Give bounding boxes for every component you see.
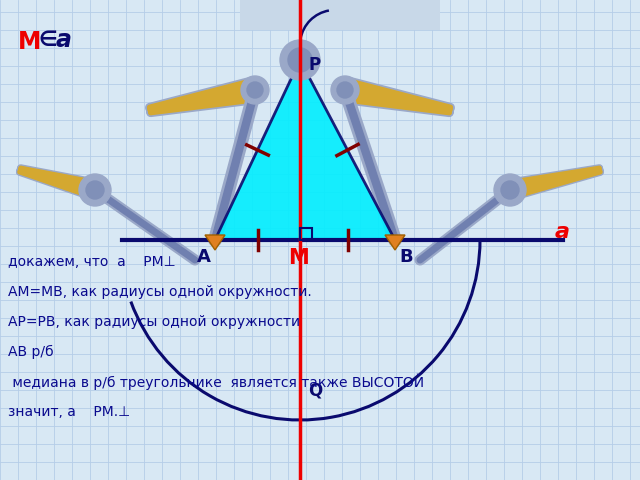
Circle shape bbox=[247, 82, 263, 98]
Circle shape bbox=[241, 76, 269, 104]
Circle shape bbox=[337, 82, 353, 98]
Text: M: M bbox=[287, 248, 308, 268]
Text: AB р/б: AB р/б bbox=[8, 345, 54, 359]
Circle shape bbox=[501, 181, 519, 199]
Text: a: a bbox=[555, 222, 570, 242]
Text: AM=MB, как радиусы одной окружности.: AM=MB, как радиусы одной окружности. bbox=[8, 285, 312, 299]
Text: ∈: ∈ bbox=[38, 30, 57, 50]
Text: М: М bbox=[18, 30, 42, 54]
Bar bbox=[240, 0, 440, 30]
Circle shape bbox=[280, 40, 320, 80]
Circle shape bbox=[331, 76, 359, 104]
Text: B: B bbox=[399, 248, 413, 266]
Text: A: A bbox=[197, 248, 211, 266]
Bar bbox=[300, 228, 312, 240]
Text: Q: Q bbox=[308, 381, 323, 399]
Circle shape bbox=[494, 174, 526, 206]
Circle shape bbox=[288, 48, 312, 72]
Text: AP=PB, как радиусы одной окружности: AP=PB, как радиусы одной окружности bbox=[8, 315, 300, 329]
Text: a: a bbox=[56, 28, 72, 52]
Text: докажем, что  a    PM⊥: докажем, что a PM⊥ bbox=[8, 255, 176, 269]
Polygon shape bbox=[385, 235, 405, 250]
Text: P: P bbox=[308, 56, 320, 74]
Circle shape bbox=[79, 174, 111, 206]
Text: значит, a    PM.⊥: значит, a PM.⊥ bbox=[8, 405, 131, 419]
Polygon shape bbox=[215, 60, 395, 240]
Circle shape bbox=[86, 181, 104, 199]
Polygon shape bbox=[205, 235, 225, 250]
Text: медиана в р/б треугольнике  является также ВЫСОТОЙ: медиана в р/б треугольнике является такж… bbox=[8, 374, 424, 390]
